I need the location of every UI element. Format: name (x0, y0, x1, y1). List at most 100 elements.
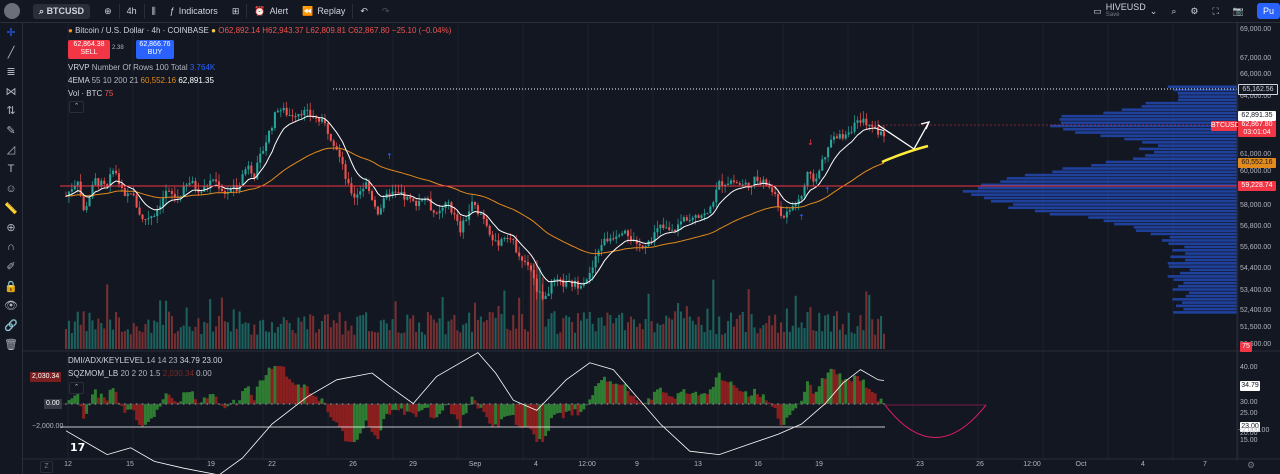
sqz-dot (353, 403, 356, 405)
volume-bar (512, 315, 515, 349)
volume-bar (518, 297, 521, 349)
sqz-bar (814, 391, 818, 404)
replay-button[interactable]: ⏪ Replay (295, 0, 352, 22)
sqz-bar (841, 380, 845, 404)
candle-body (64, 196, 68, 198)
layouts-button[interactable]: ⊞ (225, 0, 247, 22)
measure-tool[interactable]: 📏 (2, 199, 20, 219)
layout-menu[interactable]: ▭ HIVEUSD Save ⌄ (1086, 0, 1164, 22)
magnet-tool[interactable]: ∩ (2, 238, 20, 258)
buy-button[interactable]: 62,866.76 BUY (136, 40, 174, 59)
link-tool[interactable]: 🔗 (2, 316, 20, 336)
candle-body (844, 134, 847, 139)
dmi-legend[interactable]: DMI/ADX/KEYLEVEL 14 14 23 34.79 23.00 (68, 356, 222, 365)
crosshair-tool[interactable]: ✛ (2, 23, 20, 43)
ema-legend[interactable]: 4EMA 55 10 200 21 60,552.16 62,891.35 (68, 76, 214, 85)
volume-profile-bar (1178, 95, 1237, 98)
volume-bar (173, 333, 176, 349)
sqz-bar (423, 404, 427, 409)
volume-bar (76, 311, 79, 349)
trendline-tool[interactable]: ╱ (2, 43, 20, 63)
sqz-dot (700, 403, 703, 405)
quick-search-button[interactable]: ⌕ (1164, 0, 1183, 22)
lower-axis-label: 25.00 (1240, 410, 1258, 417)
volume-bar (635, 326, 638, 349)
sqz-dot (741, 403, 744, 405)
collapse-lower-legend-button[interactable]: ⌃ (69, 382, 84, 394)
candle-body (721, 181, 724, 187)
sqz-bar (435, 404, 439, 418)
chart-type-button[interactable]: ⫼ (145, 0, 163, 22)
remove-tool[interactable]: 🗑 (2, 335, 20, 355)
sqz-name: SQZMOM_LB (68, 369, 119, 378)
sqz-dot (118, 403, 120, 405)
sqz-left-tag: 2,030.34 (30, 372, 62, 382)
volume-bar (753, 327, 756, 349)
volume-bar (741, 312, 744, 349)
redo-button[interactable]: ↷ (375, 0, 397, 22)
volume-profile-bar (1167, 275, 1237, 278)
indicators-button[interactable]: ƒ Indicators (163, 0, 225, 22)
zero-left-tag: 0.00 (44, 399, 62, 409)
candle-body (624, 230, 627, 234)
axis-settings-button[interactable]: ⚙ (1247, 460, 1255, 471)
vrvp-legend[interactable]: VRVP Number Of Rows 100 Total 3.764K (68, 63, 215, 72)
sell-button[interactable]: 62,864.38 SELL (68, 40, 110, 59)
volume-bar (494, 317, 497, 349)
undo-button[interactable]: ↶ (353, 0, 375, 22)
forecast-tool[interactable]: ⇅ (2, 101, 20, 121)
pattern-tool[interactable]: ⋈ (2, 82, 20, 102)
volume-legend[interactable]: Vol · BTC 75 (68, 89, 113, 98)
symbol-search[interactable]: ⌕ BTCUSD (26, 0, 97, 22)
sqz-bar (132, 404, 136, 411)
sqz-bar (602, 376, 606, 404)
sqz-dot (747, 403, 750, 405)
alert-button[interactable]: ⏰ Alert (247, 0, 295, 22)
volume-bar (662, 323, 665, 349)
candle-body (465, 219, 468, 221)
sqz-bar (196, 403, 200, 404)
volume-bar (832, 315, 836, 349)
squeeze-legend[interactable]: SQZMOM_LB 20 2 20 1.5 2,030.34 0.00 (68, 369, 212, 378)
compare-button[interactable]: ⊕ (97, 0, 119, 22)
time-axis-label: Sep (468, 461, 482, 468)
hide-tool[interactable]: 👁 (2, 296, 20, 316)
crosshair-icon: ✛ (6, 27, 16, 40)
settings-button[interactable]: ⚙ (1183, 0, 1205, 22)
text-tool[interactable]: T (2, 160, 20, 180)
interval-button[interactable]: 4h (126, 6, 137, 16)
brush-tool[interactable]: ✎ (2, 121, 20, 141)
sqz-bar (667, 396, 671, 404)
sqz-bar (705, 394, 709, 404)
fib-tool[interactable]: ≣ (2, 62, 20, 82)
candle-body (256, 162, 259, 179)
emoji-tool[interactable]: ☺ (2, 179, 20, 199)
volume-bar (862, 330, 865, 349)
candle-body (188, 183, 191, 185)
timezone-button[interactable]: Z (40, 461, 53, 473)
volume-bar (450, 319, 453, 349)
volume-bar (359, 315, 362, 349)
publish-button[interactable]: Pu (1256, 3, 1280, 19)
avatar[interactable] (4, 3, 20, 19)
fullscreen-button[interactable]: ⛶ (1205, 0, 1225, 22)
highlight-curve (881, 144, 929, 164)
collapse-legend-button[interactable]: ⌃ (69, 101, 84, 113)
zoom-tool[interactable]: ⊕ (2, 218, 20, 238)
sqz-bar (85, 404, 89, 414)
sqz-bar (497, 404, 501, 428)
shapes-tool[interactable]: ◿ (2, 140, 20, 160)
volume-bar (685, 306, 688, 349)
sqz-bar (803, 391, 807, 404)
sqz-bar (208, 394, 212, 404)
lock-tool[interactable]: 🔒 (2, 277, 20, 297)
stay-drawing-tool[interactable]: ✐ (2, 257, 20, 277)
candle-body (397, 192, 400, 194)
snapshot-button[interactable]: 📷 (1226, 0, 1251, 22)
sqz-bar (341, 404, 345, 432)
main-series-legend[interactable]: ● Bitcoin / U.S. Dollar · 4h · COINBASE … (68, 26, 451, 35)
volume-bar (724, 333, 727, 349)
sqz-dot (730, 403, 732, 405)
pattern-icon: ⋈ (5, 85, 17, 98)
